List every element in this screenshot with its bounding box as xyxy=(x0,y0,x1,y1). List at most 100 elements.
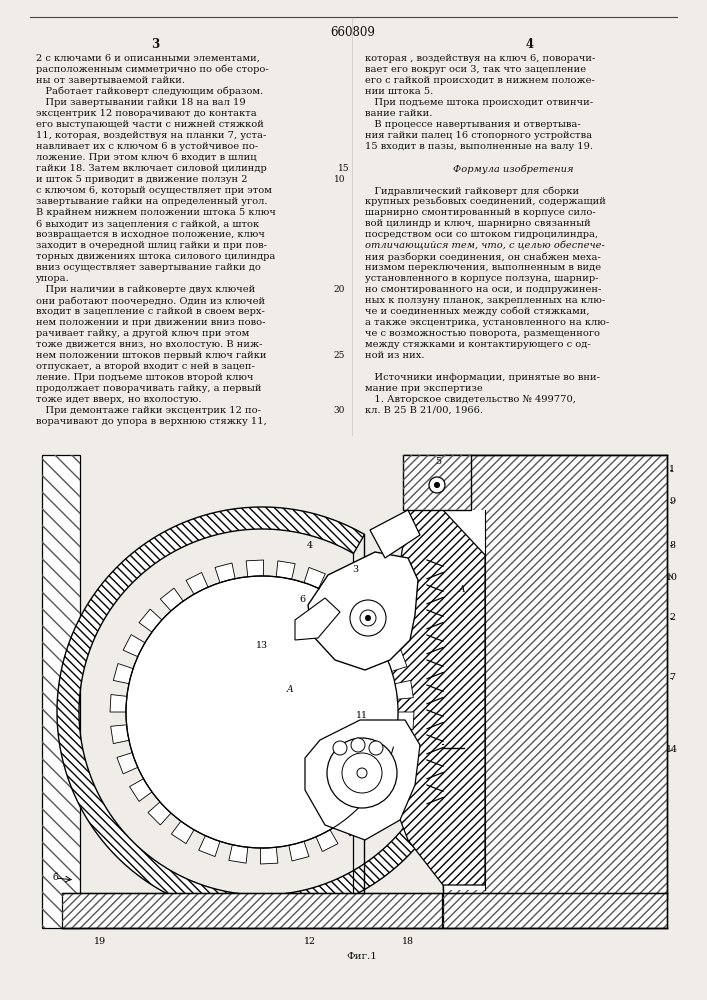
Circle shape xyxy=(350,600,386,636)
Text: 11: 11 xyxy=(356,710,368,720)
Text: расположенным симметрично по обе сторо-: расположенным симметрично по обе сторо- xyxy=(36,65,269,75)
Circle shape xyxy=(366,615,370,620)
Text: 5: 5 xyxy=(435,458,441,466)
Polygon shape xyxy=(260,847,278,864)
Polygon shape xyxy=(353,599,376,622)
Polygon shape xyxy=(316,830,338,851)
Text: 11, которая, воздействуя на планки 7, уста-: 11, которая, воздействуя на планки 7, ус… xyxy=(36,131,267,140)
Text: шарнирно смонтированный в корпусе сило-: шарнирно смонтированный в корпусе сило- xyxy=(365,208,596,217)
Polygon shape xyxy=(117,753,138,774)
Bar xyxy=(443,510,485,890)
Text: торных движениях штока силового цилиндра: торных движениях штока силового цилиндра xyxy=(36,252,275,261)
Text: его с гайкой происходит в нижнем положе-: его с гайкой происходит в нижнем положе- xyxy=(365,76,595,85)
Polygon shape xyxy=(139,609,162,632)
Text: 25: 25 xyxy=(334,351,345,360)
Text: 12: 12 xyxy=(304,938,316,946)
Polygon shape xyxy=(295,598,340,640)
Circle shape xyxy=(369,741,383,755)
Polygon shape xyxy=(171,821,194,844)
Text: мание при экспертизе: мание при экспертизе xyxy=(365,384,483,393)
Text: 660809: 660809 xyxy=(331,26,375,39)
Text: отличающийся тем, что, с целью обеспече-: отличающийся тем, что, с целью обеспече- xyxy=(365,241,605,250)
Bar xyxy=(62,893,442,928)
Text: 14: 14 xyxy=(666,746,678,754)
Text: ны от завертываемой гайки.: ны от завертываемой гайки. xyxy=(36,76,185,85)
Polygon shape xyxy=(148,802,171,825)
Text: тоже движется вниз, но вхолостую. В ниж-: тоже движется вниз, но вхолостую. В ниж- xyxy=(36,340,262,349)
Text: 20: 20 xyxy=(334,285,345,294)
Text: A: A xyxy=(287,686,293,694)
Polygon shape xyxy=(129,779,152,801)
Text: низмом переключения, выполненным в виде: низмом переключения, выполненным в виде xyxy=(365,263,601,272)
Text: ния разборки соединения, он снабжен меха-: ния разборки соединения, он снабжен меха… xyxy=(365,252,601,261)
Text: установленного в корпусе ползуна, шарнир-: установленного в корпусе ползуна, шарнир… xyxy=(365,274,599,283)
Text: нем положении штоков первый ключ гайки: нем положении штоков первый ключ гайки xyxy=(36,351,267,360)
Circle shape xyxy=(357,768,367,778)
Circle shape xyxy=(360,610,376,626)
Text: При демонтаже гайки эксцентрик 12 по-: При демонтаже гайки эксцентрик 12 по- xyxy=(36,406,261,415)
Polygon shape xyxy=(341,813,363,836)
Polygon shape xyxy=(229,845,247,863)
Text: 13: 13 xyxy=(256,641,268,650)
Text: 2: 2 xyxy=(669,613,675,622)
Text: ния гайки палец 16 стопорного устройства: ния гайки палец 16 стопорного устройства xyxy=(365,131,592,140)
Circle shape xyxy=(333,741,347,755)
Polygon shape xyxy=(308,552,418,670)
Polygon shape xyxy=(370,510,420,558)
Bar xyxy=(443,893,667,928)
Text: вает его вокруг оси 3, так что зацепление: вает его вокруг оси 3, так что зацеплени… xyxy=(365,65,586,74)
Polygon shape xyxy=(199,836,220,857)
Text: и шток 5 приводит в движение ползун 2: и шток 5 приводит в движение ползун 2 xyxy=(36,175,247,184)
Text: 6: 6 xyxy=(299,595,305,604)
Text: но смонтированного на оси, и подпружинен-: но смонтированного на оси, и подпружинен… xyxy=(365,285,602,294)
Text: 8: 8 xyxy=(669,540,675,550)
Text: б: б xyxy=(52,874,58,882)
Polygon shape xyxy=(386,650,407,671)
Text: Источники информации, принятые во вни-: Источники информации, принятые во вни- xyxy=(365,373,600,382)
Text: вниз осуществляет завертывание гайки до: вниз осуществляет завертывание гайки до xyxy=(36,263,261,272)
Bar xyxy=(443,455,667,900)
Polygon shape xyxy=(215,563,235,583)
Text: 3: 3 xyxy=(352,566,358,574)
Polygon shape xyxy=(395,680,414,699)
Text: При подъеме штока происходит отвинчи-: При подъеме штока происходит отвинчи- xyxy=(365,98,593,107)
Polygon shape xyxy=(305,720,420,840)
Text: При завертывании гайки 18 на вал 19: При завертывании гайки 18 на вал 19 xyxy=(36,98,245,107)
Text: вой цилиндр и ключ, шарнирно связанный: вой цилиндр и ключ, шарнирно связанный xyxy=(365,219,591,228)
Text: эксцентрик 12 поворачивают до контакта: эксцентрик 12 поворачивают до контакта xyxy=(36,109,257,118)
Polygon shape xyxy=(391,740,411,760)
Polygon shape xyxy=(397,712,414,729)
Text: че и соединенных между собой стяжками,: че и соединенных между собой стяжками, xyxy=(365,307,590,316)
Bar xyxy=(62,893,442,928)
Text: ление. При подъеме штоков второй ключ: ление. При подъеме штоков второй ключ xyxy=(36,373,254,382)
Polygon shape xyxy=(246,560,264,577)
Text: отпускает, а второй входит с ней в зацеп-: отпускает, а второй входит с ней в зацеп… xyxy=(36,362,255,371)
Text: завертывание гайки на определенный угол.: завертывание гайки на определенный угол. xyxy=(36,197,267,206)
Text: При наличии в гайковерте двух ключей: При наличии в гайковерте двух ключей xyxy=(36,285,255,294)
Text: 10: 10 xyxy=(666,574,678,582)
Text: гайки 18. Затем включает силовой цилиндр: гайки 18. Затем включает силовой цилиндр xyxy=(36,164,267,173)
Text: его выступающей части с нижней стяжкой: его выступающей части с нижней стяжкой xyxy=(36,120,264,129)
Polygon shape xyxy=(304,567,325,588)
Text: 4: 4 xyxy=(307,540,313,550)
Text: возвращается в исходное положение, ключ: возвращается в исходное положение, ключ xyxy=(36,230,265,239)
Text: вание гайки.: вание гайки. xyxy=(365,109,433,118)
Text: 10: 10 xyxy=(334,175,345,184)
Text: посредством оси со штоком гидроцилиндра,: посредством оси со штоком гидроцилиндра, xyxy=(365,230,598,239)
Text: 1. Авторское свидетельство № 499770,: 1. Авторское свидетельство № 499770, xyxy=(365,395,576,404)
Bar xyxy=(443,455,667,900)
Text: ных к ползуну планок, закрепленных на клю-: ных к ползуну планок, закрепленных на кл… xyxy=(365,296,605,305)
Polygon shape xyxy=(370,510,485,885)
Text: В крайнем нижнем положении штока 5 ключ: В крайнем нижнем положении штока 5 ключ xyxy=(36,208,276,217)
Text: они работают поочередно. Один из ключей: они работают поочередно. Один из ключей xyxy=(36,296,265,306)
Text: ложение. При этом ключ 6 входит в шлиц: ложение. При этом ключ 6 входит в шлиц xyxy=(36,153,257,162)
Text: нем положении и при движении вниз пово-: нем положении и при движении вниз пово- xyxy=(36,318,266,327)
Text: 4: 4 xyxy=(526,38,534,51)
Bar xyxy=(42,455,80,928)
Circle shape xyxy=(351,738,365,752)
Polygon shape xyxy=(186,573,208,594)
Text: упора.: упора. xyxy=(36,274,70,283)
Text: с ключом 6, который осуществляет при этом: с ключом 6, который осуществляет при это… xyxy=(36,186,272,195)
Text: которая , воздействуя на ключ 6, поворачи-: которая , воздействуя на ключ 6, поворач… xyxy=(365,54,595,63)
Text: В процессе навертывания и отвертыва-: В процессе навертывания и отвертыва- xyxy=(365,120,580,129)
